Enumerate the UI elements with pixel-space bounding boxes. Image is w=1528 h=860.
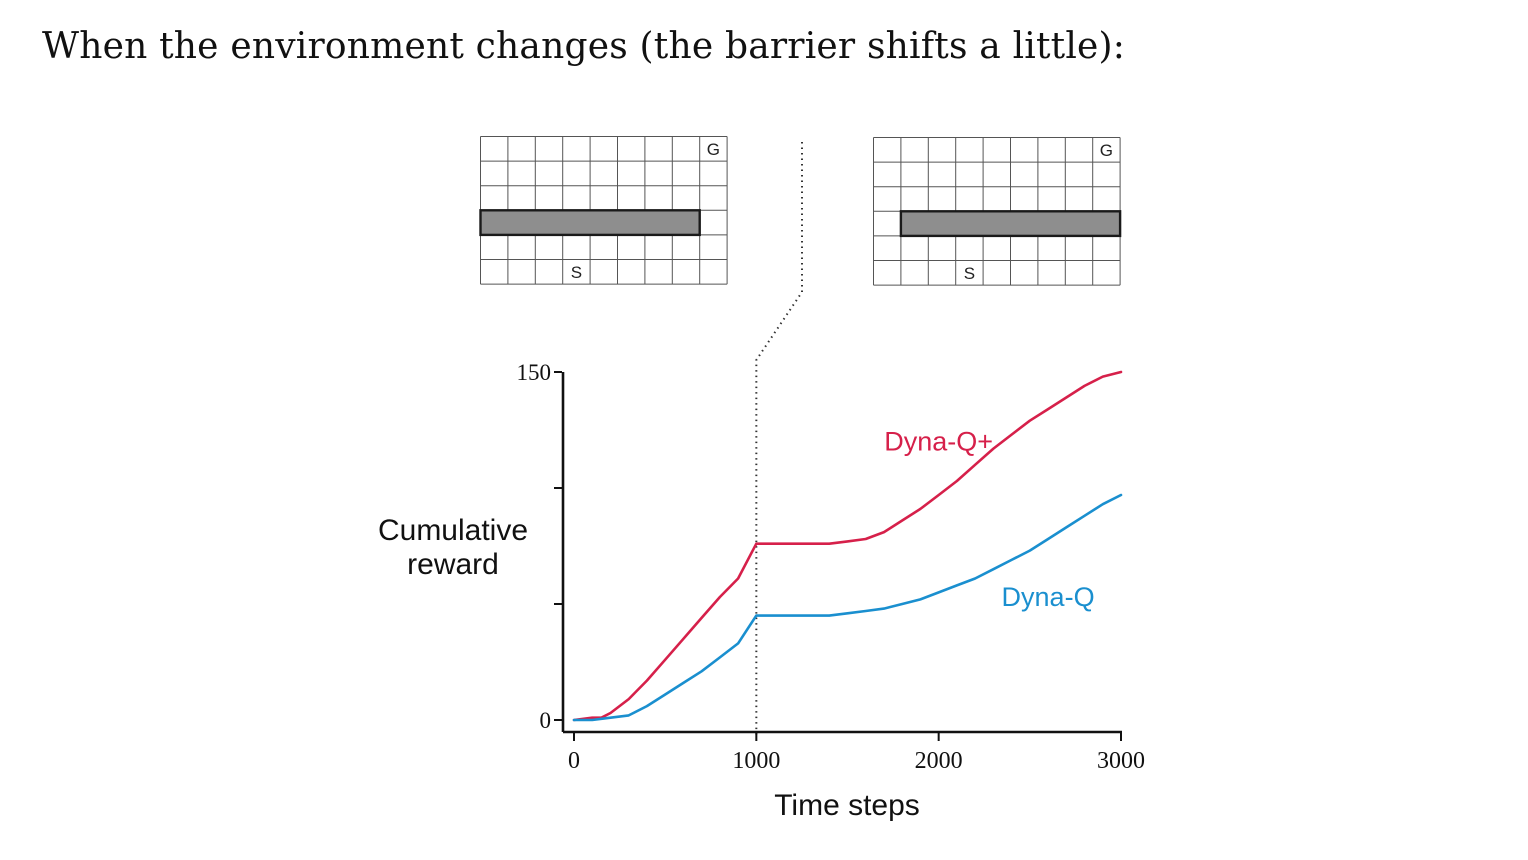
goal-cell-label: G bbox=[707, 140, 720, 159]
goal-cell-label: G bbox=[1100, 141, 1113, 160]
barrier-wall bbox=[479, 209, 701, 237]
gridworld-before-change: GS bbox=[479, 136, 728, 285]
change-point-dotted-line bbox=[755, 142, 803, 735]
barrier-wall bbox=[899, 210, 1122, 238]
change-connector-dotted-line bbox=[755, 142, 803, 735]
x-tick-label: 3000 bbox=[1097, 748, 1145, 774]
series-line-dyna-q bbox=[572, 493, 1123, 722]
cumulative-reward-chart: 0 150 0 1000 2000 3000 Time steps Cumulativerew… bbox=[378, 360, 1145, 822]
y-axis-label-line: reward bbox=[407, 548, 499, 581]
slide-heading: When the environment changes (the barrie… bbox=[42, 26, 1126, 67]
y-tick-label: 0 bbox=[540, 708, 552, 733]
series-line-dyna-q- bbox=[572, 370, 1123, 722]
series-annotation-label: Dyna-Q bbox=[1002, 582, 1095, 612]
y-axis-label-line: Cumulative bbox=[378, 514, 528, 547]
x-tick-label: 1000 bbox=[732, 748, 780, 774]
x-axis-label: Time steps bbox=[774, 789, 920, 822]
gridworld-after-change: GS bbox=[873, 137, 1122, 286]
y-tick-label: 150 bbox=[517, 360, 552, 385]
x-tick-label: 0 bbox=[568, 748, 580, 774]
series-annotation-label: Dyna-Q+ bbox=[884, 427, 993, 457]
start-cell-label: S bbox=[571, 263, 582, 282]
start-cell-label: S bbox=[964, 264, 975, 283]
x-tick-label: 2000 bbox=[915, 748, 963, 774]
